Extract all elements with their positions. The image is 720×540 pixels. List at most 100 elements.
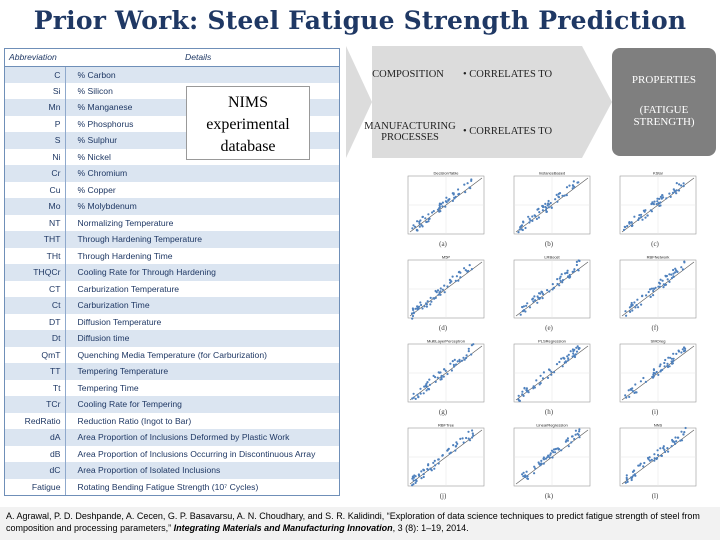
data-point [531,219,534,222]
data-point [656,197,659,200]
plot-caption: (a) [439,240,447,248]
data-point [433,467,436,470]
plot-title: PLSRegression [538,339,566,344]
data-point [561,365,564,368]
data-point [574,429,577,432]
data-point [418,474,421,477]
data-point [653,453,656,456]
data-point [577,347,580,351]
data-point [540,290,543,293]
data-point [420,224,423,227]
data-point [459,276,462,279]
data-point [653,459,656,462]
data-point [419,219,422,222]
data-point [556,447,560,450]
plot-title: NNS [654,423,663,428]
data-point [454,195,457,198]
data-point [420,470,423,473]
data-point [419,392,422,395]
data-point [652,294,655,297]
data-point [463,358,466,361]
data-point [540,459,543,462]
data-point [439,293,442,296]
data-point [576,432,579,435]
data-point [455,363,458,366]
data-point [550,449,554,452]
data-point [472,434,475,437]
data-point [651,375,654,378]
abbreviation-cell: Si [5,82,66,99]
nims-database-box: NIMS experimental database [186,86,310,160]
data-point [652,368,656,372]
data-point [679,439,682,442]
data-point [438,202,441,205]
data-point [670,273,673,276]
data-point [439,287,442,290]
data-point [577,269,580,272]
data-point [413,225,417,228]
detail-cell: Area Proportion of Isolated Inclusions [65,462,339,479]
data-point [454,449,457,452]
data-point [634,306,637,309]
plot-caption: (d) [438,324,448,332]
plot-caption: (c) [651,240,659,248]
data-point [644,216,647,219]
data-point [672,359,675,362]
data-point [423,305,426,308]
data-point [675,440,678,443]
data-point [666,447,669,450]
data-point [449,451,453,454]
table-header-row: Abbreviation Details [5,49,339,67]
data-point [425,385,428,388]
data-point [625,396,628,399]
processes-label: MANUFACTURING PROCESSES [350,121,470,143]
data-point [442,375,445,378]
data-point [434,289,437,293]
data-point [628,221,631,224]
data-point [437,293,440,296]
parity-plot-svg: SMOreg [619,339,697,403]
data-point [423,385,426,388]
detail-cell: Carburization Time [65,297,339,314]
data-point [572,352,575,355]
data-point [566,437,569,440]
data-point [575,350,579,353]
data-point [642,465,645,468]
data-point [462,441,465,444]
parity-plot-svg: LinearRegression [513,423,591,487]
table-row: dB Area Proportion of Inclusions Occurrin… [5,445,339,462]
data-point [668,365,671,368]
data-point [558,192,562,195]
data-point [411,314,415,318]
data-point [457,193,460,196]
data-point [418,222,421,225]
data-point [659,195,662,198]
plot-caption: (b) [544,240,554,248]
data-point [555,363,559,366]
table-row: Tt Tempering Time [5,379,339,396]
data-point [447,199,450,202]
data-point [664,358,667,362]
data-point [449,362,452,365]
data-point [662,196,665,199]
data-point [569,350,572,353]
data-point [567,359,570,362]
data-point [633,215,636,218]
data-point [526,302,529,305]
data-point [578,428,581,431]
data-point [572,180,575,183]
data-point [544,208,548,212]
data-point [554,198,557,201]
data-point [411,397,414,400]
data-point [675,352,678,355]
table-row: QmT Quenching Media Temperature (for Carb… [5,346,339,363]
data-point [672,268,675,272]
data-point [414,307,417,310]
data-point [650,287,653,290]
data-point [642,376,645,380]
data-point [412,392,415,395]
plot-caption: (j) [439,492,447,500]
data-point [440,376,443,379]
data-point [429,467,432,470]
data-point [425,305,428,308]
